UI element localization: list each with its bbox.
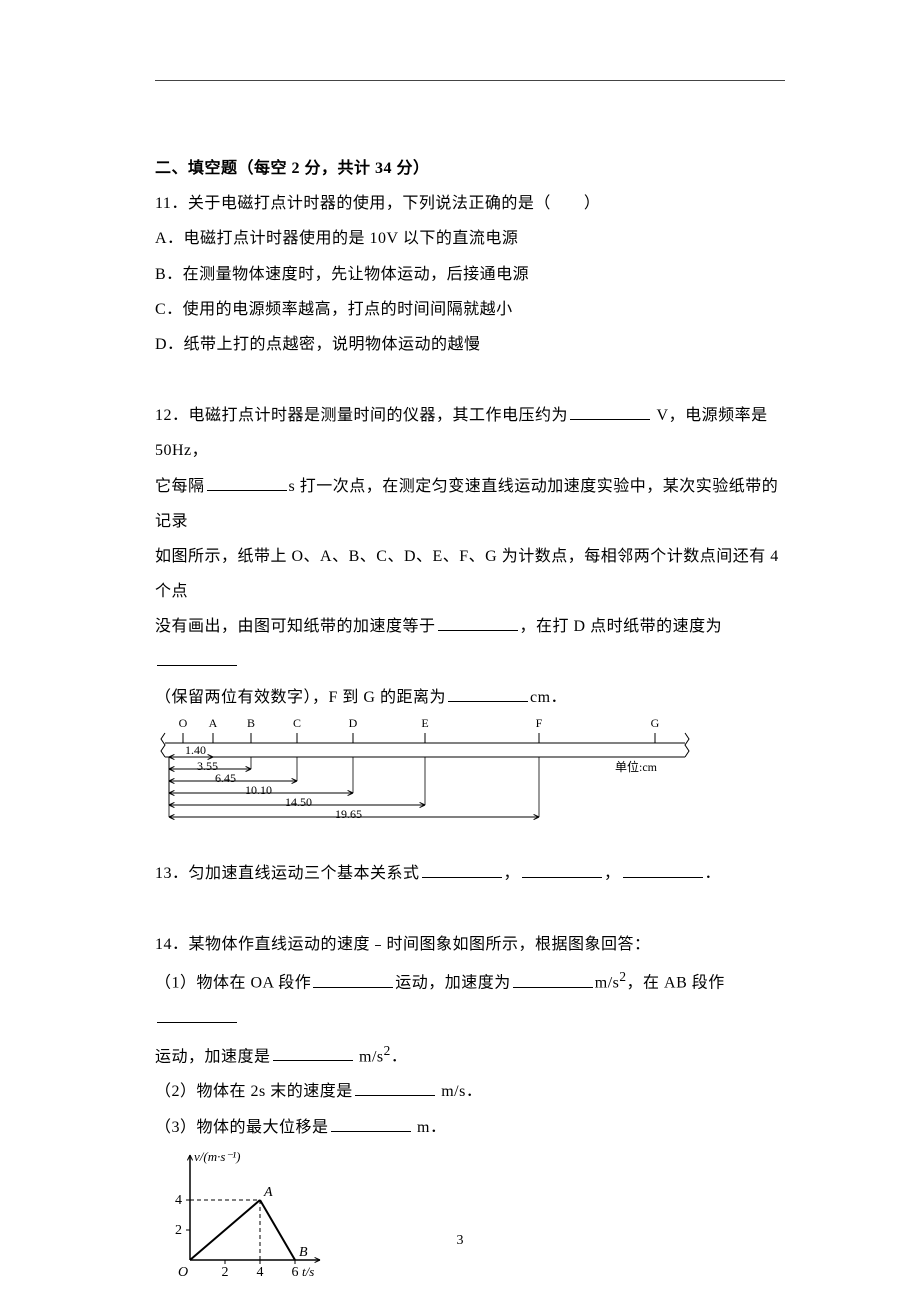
q11-option-b: B．在测量物体速度时，先让物体运动，后接通电源 bbox=[155, 257, 785, 292]
q14-l4b: m． bbox=[413, 1119, 447, 1136]
q13-line: 13．匀加速直线运动三个基本关系式 ， ， ． bbox=[155, 856, 785, 891]
blank bbox=[207, 474, 287, 491]
svg-text:O: O bbox=[178, 1265, 188, 1280]
svg-text:E: E bbox=[421, 716, 428, 730]
q14-l2c: ． bbox=[391, 1048, 408, 1065]
page: 二、填空题（每空 2 分，共计 34 分） 11．关于电磁打点计时器的使用，下列… bbox=[0, 0, 920, 1302]
svg-text:A: A bbox=[263, 1185, 273, 1200]
q13-t4: ． bbox=[705, 865, 722, 882]
q13-t1: 13．匀加速直线运动三个基本关系式 bbox=[155, 865, 420, 882]
svg-text:F: F bbox=[536, 716, 543, 730]
q13-t3: ， bbox=[604, 865, 621, 882]
q12-t7a: ，在打 D 点时纸带的速度为 bbox=[520, 618, 723, 635]
q13-t2: ， bbox=[504, 865, 521, 882]
q14-l3b: m/s． bbox=[437, 1083, 483, 1100]
blank bbox=[157, 649, 237, 666]
tape-diagram: OABCDEFG1.403.556.4510.1014.5019.65单位:cm bbox=[155, 715, 695, 820]
q12-line1: 12．电磁打点计时器是测量时间的仪器，其工作电压约为 V，电源频率是 50Hz， bbox=[155, 398, 785, 468]
q12-line3: 如图所示，纸带上 O、A、B、C、D、E、F、G 为计数点，每相邻两个计数点间还… bbox=[155, 539, 785, 609]
spacer bbox=[155, 362, 785, 398]
blank bbox=[438, 614, 518, 631]
q14-line0: 14．某物体作直线运动的速度﹣时间图象如图所示，根据图象回答： bbox=[155, 927, 785, 962]
blank bbox=[157, 1006, 237, 1023]
section-heading: 二、填空题（每空 2 分，共计 34 分） bbox=[155, 151, 785, 186]
blank bbox=[422, 861, 502, 878]
q14-l2b: m/s bbox=[355, 1048, 384, 1065]
q11-stem: 11．关于电磁打点计时器的使用，下列说法正确的是（ ） bbox=[155, 186, 785, 221]
top-rule bbox=[155, 80, 785, 81]
q14-line1: （1）物体在 OA 段作 运动，加速度为 m/s2，在 AB 段作 bbox=[155, 962, 785, 1036]
sup-2: 2 bbox=[384, 1043, 391, 1058]
svg-text:6: 6 bbox=[292, 1265, 299, 1280]
blank bbox=[273, 1044, 353, 1061]
q11-option-a: A．电磁打点计时器使用的是 10V 以下的直流电源 bbox=[155, 221, 785, 256]
blank bbox=[513, 971, 593, 988]
blank bbox=[331, 1115, 411, 1132]
svg-text:G: G bbox=[651, 716, 660, 730]
blank bbox=[623, 861, 703, 878]
svg-text:1.40: 1.40 bbox=[185, 743, 206, 757]
blank bbox=[522, 861, 602, 878]
q11-option-c: C．使用的电源频率越高，打点的时间间隔就越小 bbox=[155, 292, 785, 327]
q14-l4a: （3）物体的最大位移是 bbox=[155, 1119, 329, 1136]
blank bbox=[355, 1079, 435, 1096]
sup-2: 2 bbox=[619, 969, 626, 984]
q12-line2: 它每隔s 打一次点，在测定匀变速直线运动加速度实验中，某次实验纸带的记录 bbox=[155, 469, 785, 539]
q14-l1d: ，在 AB 段作 bbox=[627, 975, 725, 992]
blank bbox=[448, 685, 528, 702]
svg-text:2: 2 bbox=[222, 1265, 229, 1280]
q12-t1: 12．电磁打点计时器是测量时间的仪器，其工作电压约为 bbox=[155, 407, 568, 424]
svg-text:t/s: t/s bbox=[302, 1264, 314, 1279]
q12-t9: cm． bbox=[530, 689, 567, 706]
svg-text:4: 4 bbox=[175, 1193, 182, 1208]
q12-t3: 它每隔 bbox=[155, 478, 205, 495]
blank bbox=[313, 971, 393, 988]
svg-text:4: 4 bbox=[257, 1265, 264, 1280]
svg-text:C: C bbox=[293, 716, 301, 730]
q14-l1a: （1）物体在 OA 段作 bbox=[155, 975, 311, 992]
q14-line2: 运动，加速度是 m/s2． bbox=[155, 1036, 785, 1075]
q12-line5: （保留两位有效数字），F 到 G 的距离为 cm． bbox=[155, 680, 785, 715]
svg-text:A: A bbox=[209, 716, 218, 730]
page-number: 3 bbox=[0, 1226, 920, 1257]
svg-text:单位:cm: 单位:cm bbox=[615, 759, 658, 774]
q14-l2a: 运动，加速度是 bbox=[155, 1048, 271, 1065]
q12-line4: 没有画出，由图可知纸带的加速度等于 ，在打 D 点时纸带的速度为 bbox=[155, 609, 785, 679]
q14-line4: （3）物体的最大位移是 m． bbox=[155, 1110, 785, 1145]
velocity-time-chart: 24246OABv/(m·s⁻¹)t/s bbox=[155, 1145, 330, 1280]
svg-text:6.45: 6.45 bbox=[215, 771, 236, 785]
svg-text:19.65: 19.65 bbox=[335, 807, 362, 820]
q12-t6: 没有画出，由图可知纸带的加速度等于 bbox=[155, 618, 436, 635]
svg-text:10.10: 10.10 bbox=[245, 783, 272, 797]
svg-text:v/(m·s⁻¹): v/(m·s⁻¹) bbox=[194, 1149, 241, 1164]
q11-option-d: D．纸带上打的点越密，说明物体运动的越慢 bbox=[155, 327, 785, 362]
q14-l1c: m/s bbox=[595, 975, 620, 992]
svg-text:B: B bbox=[247, 716, 255, 730]
q12-t8: （保留两位有效数字），F 到 G 的距离为 bbox=[155, 689, 446, 706]
svg-text:O: O bbox=[179, 716, 188, 730]
q14-l3a: （2）物体在 2s 末的速度是 bbox=[155, 1083, 353, 1100]
q14-l1b: 运动，加速度为 bbox=[395, 975, 511, 992]
svg-text:D: D bbox=[349, 716, 358, 730]
blank bbox=[570, 403, 650, 420]
svg-text:14.50: 14.50 bbox=[285, 795, 312, 809]
q14-line3: （2）物体在 2s 末的速度是 m/s． bbox=[155, 1074, 785, 1109]
spacer bbox=[155, 891, 785, 927]
spacer bbox=[155, 820, 785, 856]
